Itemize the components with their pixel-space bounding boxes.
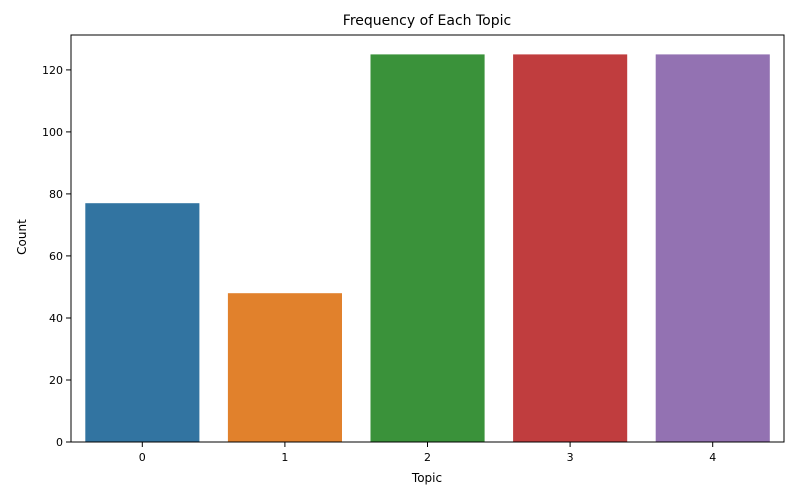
bar-topic-0	[85, 203, 200, 442]
y-tick-label: 60	[49, 250, 63, 263]
y-tick-label: 40	[49, 312, 63, 325]
y-tick-label: 120	[42, 64, 63, 77]
bar-topic-1	[227, 293, 342, 442]
y-axis: 0 20 40 60 80 100 120	[42, 64, 71, 449]
bar-topic-3	[513, 54, 628, 443]
x-tick-label: 2	[424, 451, 431, 464]
y-tick-label: 100	[42, 126, 63, 139]
chart-title: Frequency of Each Topic	[343, 13, 511, 29]
x-axis-label: Topic	[411, 471, 442, 485]
bar-topic-4	[655, 54, 770, 443]
x-tick-label: 1	[281, 451, 288, 464]
x-tick-label: 0	[139, 451, 146, 464]
y-tick-label: 80	[49, 188, 63, 201]
y-axis-label: Count	[15, 219, 29, 255]
x-tick-label: 3	[567, 451, 574, 464]
y-tick-label: 20	[49, 374, 63, 387]
bars-layer	[85, 54, 770, 443]
bar-topic-2	[370, 54, 485, 443]
x-tick-label: 4	[709, 451, 716, 464]
y-tick-label: 0	[56, 436, 63, 449]
plot-frame	[70, 34, 785, 443]
x-axis: 0 1 2 3 4	[139, 442, 716, 464]
